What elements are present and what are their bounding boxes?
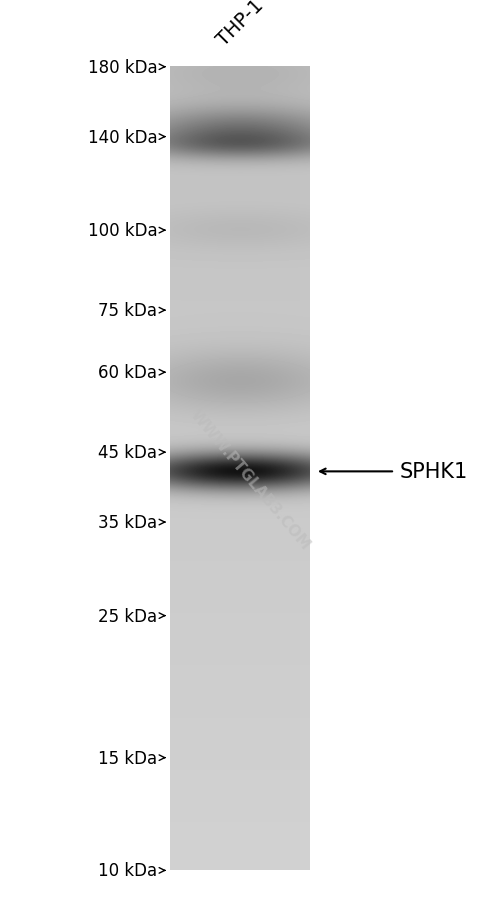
Bar (170, 68, 310, 870)
Text: 100 kDa: 100 kDa (88, 222, 158, 240)
Text: 60 kDa: 60 kDa (98, 364, 158, 382)
Text: WWW.PTGLAB3.COM: WWW.PTGLAB3.COM (187, 407, 313, 552)
Text: 45 kDa: 45 kDa (98, 444, 158, 462)
Text: 10 kDa: 10 kDa (98, 861, 158, 879)
Text: 25 kDa: 25 kDa (98, 607, 158, 625)
Text: SPHK1: SPHK1 (400, 462, 468, 482)
Text: 35 kDa: 35 kDa (98, 513, 158, 531)
Text: THP-1: THP-1 (213, 0, 267, 50)
Text: 140 kDa: 140 kDa (88, 128, 158, 146)
Text: 15 kDa: 15 kDa (98, 749, 158, 767)
Text: 75 kDa: 75 kDa (98, 302, 158, 320)
Text: 180 kDa: 180 kDa (88, 59, 158, 77)
